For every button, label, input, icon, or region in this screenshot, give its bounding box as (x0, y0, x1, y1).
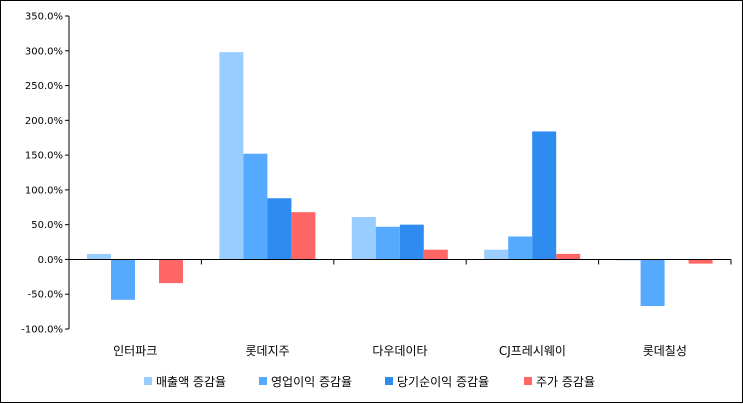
y-tick-label: 200.0% (25, 116, 63, 127)
bar-series-1-cat-3 (351, 217, 376, 260)
bar-series-2-cat-1 (111, 259, 135, 300)
y-tick-label: 0.0% (38, 255, 63, 266)
y-tick-label: 100.0% (25, 185, 63, 196)
bar-series-2-cat-3 (375, 226, 400, 260)
bar-series-3-cat-2 (267, 198, 292, 260)
y-tick-label: -50.0% (28, 290, 63, 301)
bar-series-1-cat-4 (484, 249, 509, 260)
legend-label: 매출액 증감율 (156, 375, 226, 389)
legend-swatch (385, 377, 393, 385)
bar-series-1-cat-1 (87, 253, 111, 260)
x-category-label: 인터파크 (113, 344, 157, 358)
bars (87, 52, 713, 307)
legend-label: 당기순이익 증감율 (397, 375, 489, 389)
legend-label: 영업이익 증감율 (271, 375, 352, 389)
legend-label: 주가 증감율 (536, 375, 595, 389)
y-tick-label: -100.0% (21, 325, 63, 336)
bar-series-2-cat-2 (243, 153, 268, 260)
bar-series-2-cat-5 (640, 259, 665, 307)
bar-series-4-cat-1 (159, 259, 183, 284)
y-tick-label: 300.0% (25, 46, 63, 57)
y-axis: 350.0% 300.0% 250.0% 200.0% 150.0% 100.0% 50.0… (21, 12, 70, 336)
y-tick-label: 250.0% (25, 81, 63, 92)
bar-series-4-cat-5 (688, 259, 713, 264)
x-category-label: 다우데이타 (372, 344, 427, 358)
legend-swatch (524, 377, 532, 385)
bar-series-3-cat-4 (532, 131, 557, 260)
bar-series-4-cat-4 (556, 253, 581, 260)
bar-series-4-cat-2 (291, 212, 316, 260)
bar-series-2-cat-4 (508, 236, 533, 260)
x-category-label: 롯데칠성 (643, 344, 687, 358)
bar-series-1-cat-2 (219, 52, 244, 260)
legend: 매출액 증감율 영업이익 증감율 당기순이익 증감율 주가 증감율 (144, 375, 595, 389)
bar-series-4-cat-3 (423, 249, 448, 260)
y-tick-label: 50.0% (31, 220, 63, 231)
bar-series-3-cat-3 (399, 224, 424, 260)
legend-swatch (144, 377, 152, 385)
x-category-label: CJ프레시웨이 (499, 344, 566, 358)
y-tick-label: 150.0% (25, 151, 63, 162)
legend-swatch (259, 377, 267, 385)
x-category-label: 롯데지주 (246, 344, 290, 358)
y-tick-label: 350.0% (25, 12, 63, 23)
x-axis: 인터파크 롯데지주 다우데이타 CJ프레시웨이 롯데칠성 (68, 258, 732, 358)
